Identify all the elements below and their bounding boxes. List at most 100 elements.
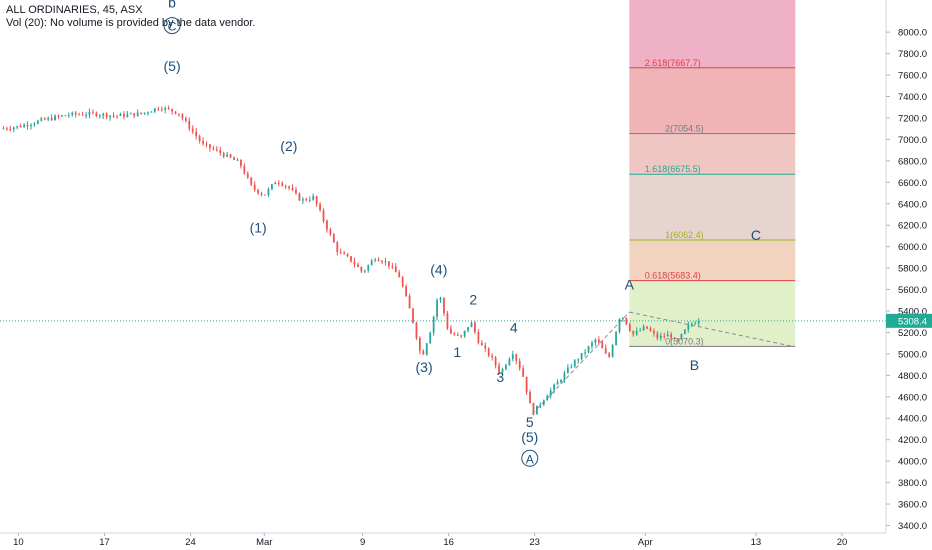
- y-tick-label: 7600.0: [898, 71, 927, 82]
- candle: [584, 349, 586, 357]
- candle: [594, 338, 597, 346]
- candle-body: [16, 126, 19, 128]
- candle: [401, 275, 404, 288]
- candle: [625, 317, 628, 326]
- candle: [556, 379, 559, 385]
- candle: [622, 317, 624, 322]
- candle: [353, 257, 356, 268]
- candle-body: [240, 159, 242, 166]
- candle: [570, 363, 573, 369]
- fib-band-2: [629, 174, 796, 240]
- x-tick-label: Apr: [638, 537, 653, 548]
- candle: [143, 112, 146, 116]
- candle: [429, 331, 432, 344]
- candle-body: [405, 286, 408, 297]
- wave-label: 5: [526, 414, 534, 430]
- candle-body: [209, 144, 211, 149]
- candle: [449, 325, 452, 334]
- candle: [673, 337, 676, 340]
- candle: [157, 106, 160, 111]
- candle-body: [315, 196, 318, 205]
- y-tick-label: 7000.0: [898, 135, 927, 146]
- candle: [646, 326, 648, 330]
- candle-body: [577, 359, 580, 361]
- candle: [683, 329, 686, 335]
- candle-body: [663, 335, 666, 337]
- candle: [587, 345, 590, 354]
- last-price-label: 5308.4: [898, 316, 927, 327]
- candle: [357, 262, 359, 268]
- candle-body: [181, 114, 184, 119]
- candle-body: [222, 153, 225, 157]
- candle: [81, 111, 84, 116]
- candle-body: [112, 115, 115, 117]
- candle: [332, 232, 335, 243]
- candle: [184, 116, 187, 123]
- candle: [350, 256, 352, 263]
- candle: [422, 349, 425, 355]
- candle-body: [267, 189, 270, 196]
- candle: [384, 257, 387, 266]
- candle-body: [477, 332, 480, 343]
- candle: [470, 321, 473, 328]
- candle-body: [85, 114, 87, 116]
- candle-body: [2, 128, 5, 130]
- dashed-connector-0: [531, 311, 630, 415]
- candle-body: [215, 149, 218, 151]
- fib-band-4: [629, 67, 796, 134]
- candle: [697, 318, 700, 327]
- candle: [608, 351, 611, 359]
- candle-body: [449, 328, 452, 334]
- fib-level-label: 1.618(6675.5): [645, 164, 701, 174]
- candle: [164, 106, 167, 114]
- candle: [687, 321, 690, 333]
- candle: [391, 262, 394, 270]
- candle: [85, 112, 87, 119]
- candle-body: [116, 115, 118, 117]
- candle-body: [381, 261, 383, 263]
- fib-level-label: 0.618(5683.4): [645, 271, 701, 281]
- candle: [229, 153, 232, 159]
- candle-body: [198, 136, 201, 141]
- candle: [301, 196, 304, 205]
- candle: [577, 358, 580, 364]
- candle-body: [281, 183, 284, 186]
- candle: [412, 307, 414, 324]
- candle-body: [233, 157, 235, 160]
- fib-band-3: [629, 133, 796, 175]
- candle: [71, 111, 74, 117]
- y-tick-label: 4000.0: [898, 457, 927, 468]
- candle: [639, 327, 642, 332]
- candle-body: [295, 189, 297, 194]
- candle-body: [587, 346, 590, 353]
- candle-body: [226, 154, 229, 157]
- candle: [288, 185, 290, 191]
- candle: [415, 321, 418, 341]
- candle-body: [184, 118, 187, 121]
- candle: [260, 191, 263, 197]
- candle: [611, 343, 614, 358]
- candle: [98, 114, 101, 119]
- candle-body: [260, 193, 263, 195]
- candle: [5, 126, 8, 131]
- candle-body: [632, 330, 635, 335]
- candle-body: [5, 128, 8, 130]
- candle: [236, 157, 239, 161]
- candle: [43, 117, 46, 121]
- y-tick-label: 7200.0: [898, 113, 927, 124]
- candle-body: [439, 298, 442, 301]
- candle: [494, 355, 497, 369]
- candle: [78, 112, 81, 116]
- candle-body: [515, 354, 518, 361]
- candle: [374, 257, 377, 263]
- candle: [305, 197, 308, 202]
- fib-level-label: 1(6062.4): [665, 230, 704, 240]
- candle: [463, 330, 466, 338]
- candle-body: [92, 111, 94, 113]
- wave-label: C: [751, 227, 761, 243]
- candle: [591, 340, 593, 350]
- candle-body: [167, 107, 170, 109]
- candle: [92, 109, 94, 115]
